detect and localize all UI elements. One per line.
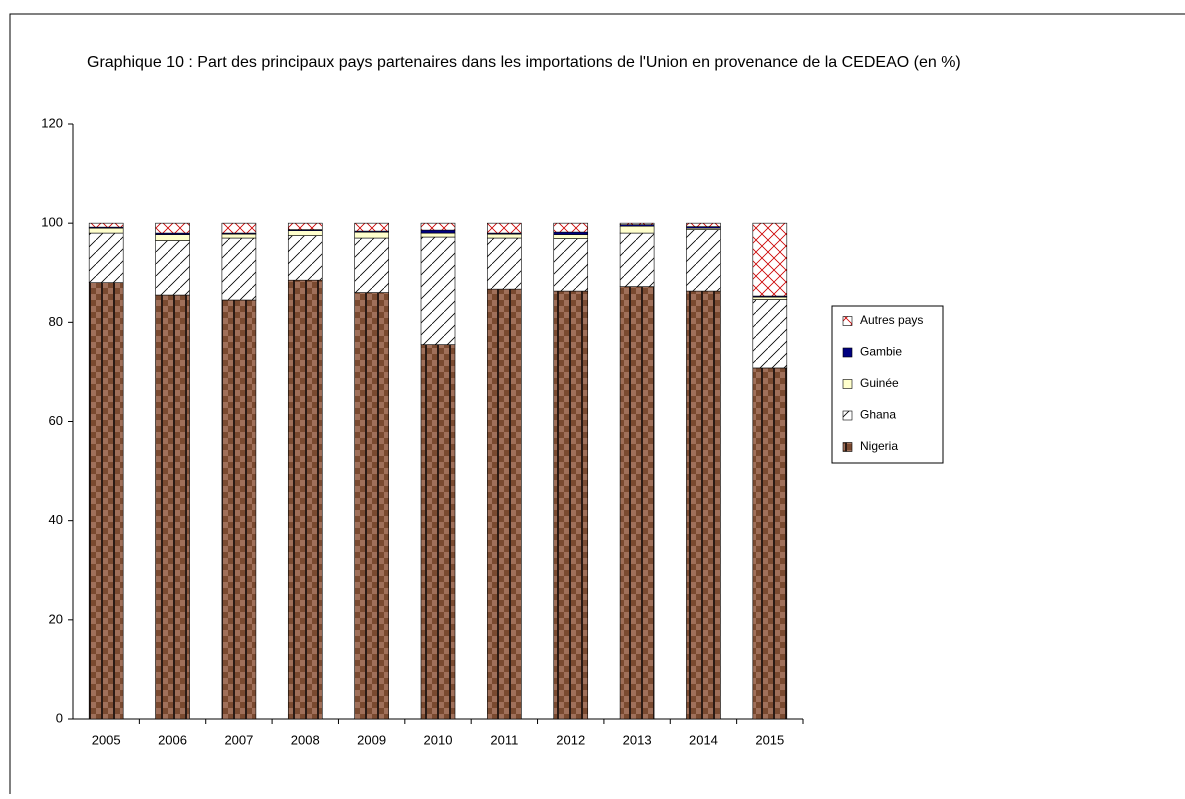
x-tick-label: 2013 [623, 732, 652, 747]
x-tick-label: 2010 [424, 732, 453, 747]
x-tick-label: 2008 [291, 732, 320, 747]
bar-segment [221, 299, 257, 720]
legend-label: Guinée [860, 376, 899, 390]
bar-segment [686, 229, 721, 292]
bar-segment [619, 222, 655, 225]
bar-segment [487, 222, 522, 234]
legend-swatch [842, 316, 853, 326]
bar-segment [155, 240, 190, 296]
x-tick-label: 2012 [556, 732, 585, 747]
bar-segment [287, 235, 323, 281]
bar-segment [287, 279, 323, 720]
bar-segment [155, 234, 190, 241]
bar-segment [354, 231, 389, 239]
x-tick-label: 2014 [689, 732, 718, 747]
legend-label: Nigeria [860, 439, 898, 453]
legend-label: Gambie [860, 345, 902, 359]
bar-segment [420, 236, 456, 345]
y-tick-label: 40 [49, 512, 63, 527]
bar-segment [487, 288, 522, 720]
bar-segment [287, 230, 323, 236]
bar-segment [553, 222, 589, 233]
bar-segment [221, 222, 257, 234]
bar-segment [155, 222, 190, 234]
bar-segment [221, 233, 257, 239]
bar-segment [619, 225, 655, 234]
bar-segment [88, 227, 124, 234]
x-tick-label: 2011 [490, 732, 518, 747]
bar-segment [88, 232, 124, 283]
bar-segment [553, 231, 589, 235]
bar-segment [487, 233, 522, 239]
bar-segment [354, 237, 389, 293]
bar-segment [686, 222, 721, 227]
bar-segment [619, 232, 655, 287]
bar-segment [287, 222, 323, 230]
legend-swatch [842, 379, 853, 389]
legend-label: Autres pays [860, 313, 923, 327]
bar-segment [88, 282, 124, 720]
x-tick-label: 2007 [224, 732, 253, 747]
frame [9, 13, 1185, 794]
bar-segment [686, 290, 721, 720]
bar-segment [553, 290, 589, 720]
bar-segment [752, 296, 788, 300]
legend-swatch [842, 410, 853, 421]
bar-segment [88, 222, 124, 228]
bar-segment [420, 344, 456, 720]
bar-segment [420, 232, 456, 238]
bar-segment [752, 299, 788, 369]
legend-label: Ghana [860, 408, 896, 422]
bar-segment [354, 222, 389, 232]
y-tick-label: 0 [56, 710, 63, 725]
bar-segment [553, 238, 589, 292]
bar-segment [752, 367, 788, 720]
bar-segment [221, 237, 257, 301]
y-tick-label: 80 [49, 314, 63, 329]
x-tick-label: 2015 [755, 732, 784, 747]
bar-segment [155, 294, 190, 720]
bar-segment [420, 229, 456, 234]
x-tick-label: 2005 [92, 732, 121, 747]
bar-segment [752, 222, 788, 297]
bar-segment [553, 234, 589, 239]
y-tick-label: 20 [49, 611, 63, 626]
x-tick-label: 2009 [357, 732, 386, 747]
bar-segment [420, 222, 456, 231]
y-tick-label: 120 [41, 115, 63, 130]
chart-title: Graphique 10 : Part des principaux pays … [87, 54, 961, 71]
legend-swatch [842, 347, 853, 358]
y-tick-label: 100 [41, 215, 63, 230]
y-tick-label: 60 [49, 413, 63, 428]
bar-segment [354, 292, 389, 720]
bar-segment [619, 286, 655, 720]
x-tick-label: 2006 [158, 732, 187, 747]
legend-swatch [842, 442, 853, 452]
bar-segment [487, 237, 522, 290]
